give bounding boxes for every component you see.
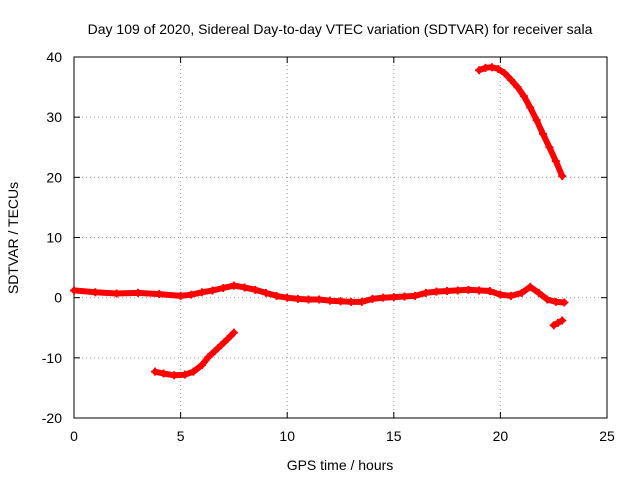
- data-point: [560, 298, 569, 307]
- x-tick-label: 15: [386, 428, 402, 444]
- series-near-zero-track: [70, 281, 569, 307]
- data-point: [240, 283, 249, 292]
- series-short-segment: [549, 316, 567, 330]
- data-point: [534, 288, 543, 297]
- data-point: [411, 291, 420, 300]
- data-point: [170, 371, 179, 380]
- y-tick-label: -10: [42, 350, 62, 366]
- data-point: [496, 290, 505, 299]
- x-tick-label: 0: [70, 428, 78, 444]
- data-point: [251, 285, 260, 294]
- series-negative-arc: [151, 328, 238, 380]
- y-tick-label: -20: [42, 410, 62, 426]
- data-point: [112, 289, 121, 298]
- data-point: [223, 335, 232, 344]
- data-point: [549, 321, 558, 330]
- data-point: [197, 361, 206, 370]
- data-point: [197, 288, 206, 297]
- data-point: [293, 294, 302, 303]
- data-point: [187, 290, 196, 299]
- axis-ticks: 0 5 10 15 20 25 -20 -10 0 10 20 30 40: [42, 49, 615, 444]
- data-point: [204, 353, 213, 362]
- y-tick-label: 20: [46, 169, 62, 185]
- data-point: [336, 297, 345, 306]
- series-band: [476, 64, 566, 180]
- data-marks: [70, 63, 569, 380]
- y-tick-label: 10: [46, 230, 62, 246]
- data-point: [553, 318, 562, 327]
- data-point: [304, 295, 313, 304]
- data-point: [507, 75, 516, 84]
- y-tick-label: 0: [54, 290, 62, 306]
- data-point: [272, 291, 281, 300]
- chart-title: Day 109 of 2020, Sidereal Day-to-day VTE…: [88, 21, 593, 37]
- data-point: [151, 367, 160, 376]
- series-band: [152, 329, 237, 379]
- data-point: [368, 294, 377, 303]
- data-point: [133, 288, 142, 297]
- data-point: [159, 369, 168, 378]
- data-point: [543, 295, 552, 304]
- x-tick-label: 10: [279, 428, 295, 444]
- data-point: [464, 285, 473, 294]
- data-point: [485, 287, 494, 296]
- data-point: [180, 370, 189, 379]
- data-point: [475, 66, 484, 75]
- data-point: [487, 63, 496, 72]
- data-point: [517, 288, 526, 297]
- data-point: [210, 347, 219, 356]
- data-point: [208, 286, 217, 295]
- data-point: [70, 286, 78, 295]
- data-point: [325, 296, 334, 305]
- x-axis-label: GPS time / hours: [287, 457, 394, 473]
- data-point: [400, 292, 409, 301]
- data-point: [453, 286, 462, 295]
- data-point: [500, 69, 509, 78]
- data-point: [229, 281, 238, 290]
- data-point: [526, 282, 535, 291]
- data-point: [558, 316, 567, 325]
- y-axis-label: SDTVAR / TECUs: [5, 182, 21, 294]
- data-point: [91, 288, 100, 297]
- data-point: [155, 290, 164, 299]
- data-point: [357, 297, 366, 306]
- grid: [74, 57, 607, 418]
- data-point: [219, 284, 228, 293]
- data-point: [217, 341, 226, 350]
- data-point: [494, 65, 503, 74]
- data-point: [532, 116, 541, 125]
- data-point: [347, 297, 356, 306]
- data-point: [551, 157, 560, 166]
- plot-frame: [73, 56, 608, 419]
- data-point: [526, 103, 535, 112]
- data-point: [443, 287, 452, 296]
- data-point: [379, 293, 388, 302]
- y-tick-label: 30: [46, 109, 62, 125]
- y-tick-label: 40: [46, 49, 62, 65]
- data-point: [513, 83, 522, 92]
- data-point: [545, 143, 554, 152]
- data-point: [551, 297, 560, 306]
- x-tick-label: 5: [177, 428, 185, 444]
- series-high-arc: [475, 63, 567, 181]
- data-point: [176, 291, 185, 300]
- data-point: [519, 92, 528, 101]
- data-point: [421, 288, 430, 297]
- data-point: [539, 130, 548, 139]
- data-point: [507, 291, 516, 300]
- x-tick-label: 25: [599, 428, 615, 444]
- data-point: [229, 328, 238, 337]
- data-point: [389, 293, 398, 302]
- data-point: [189, 367, 198, 376]
- data-point: [475, 286, 484, 295]
- data-point: [432, 287, 441, 296]
- x-tick-label: 20: [493, 428, 509, 444]
- data-point: [261, 288, 270, 297]
- data-point: [283, 293, 292, 302]
- data-point: [558, 172, 567, 181]
- data-point: [315, 295, 324, 304]
